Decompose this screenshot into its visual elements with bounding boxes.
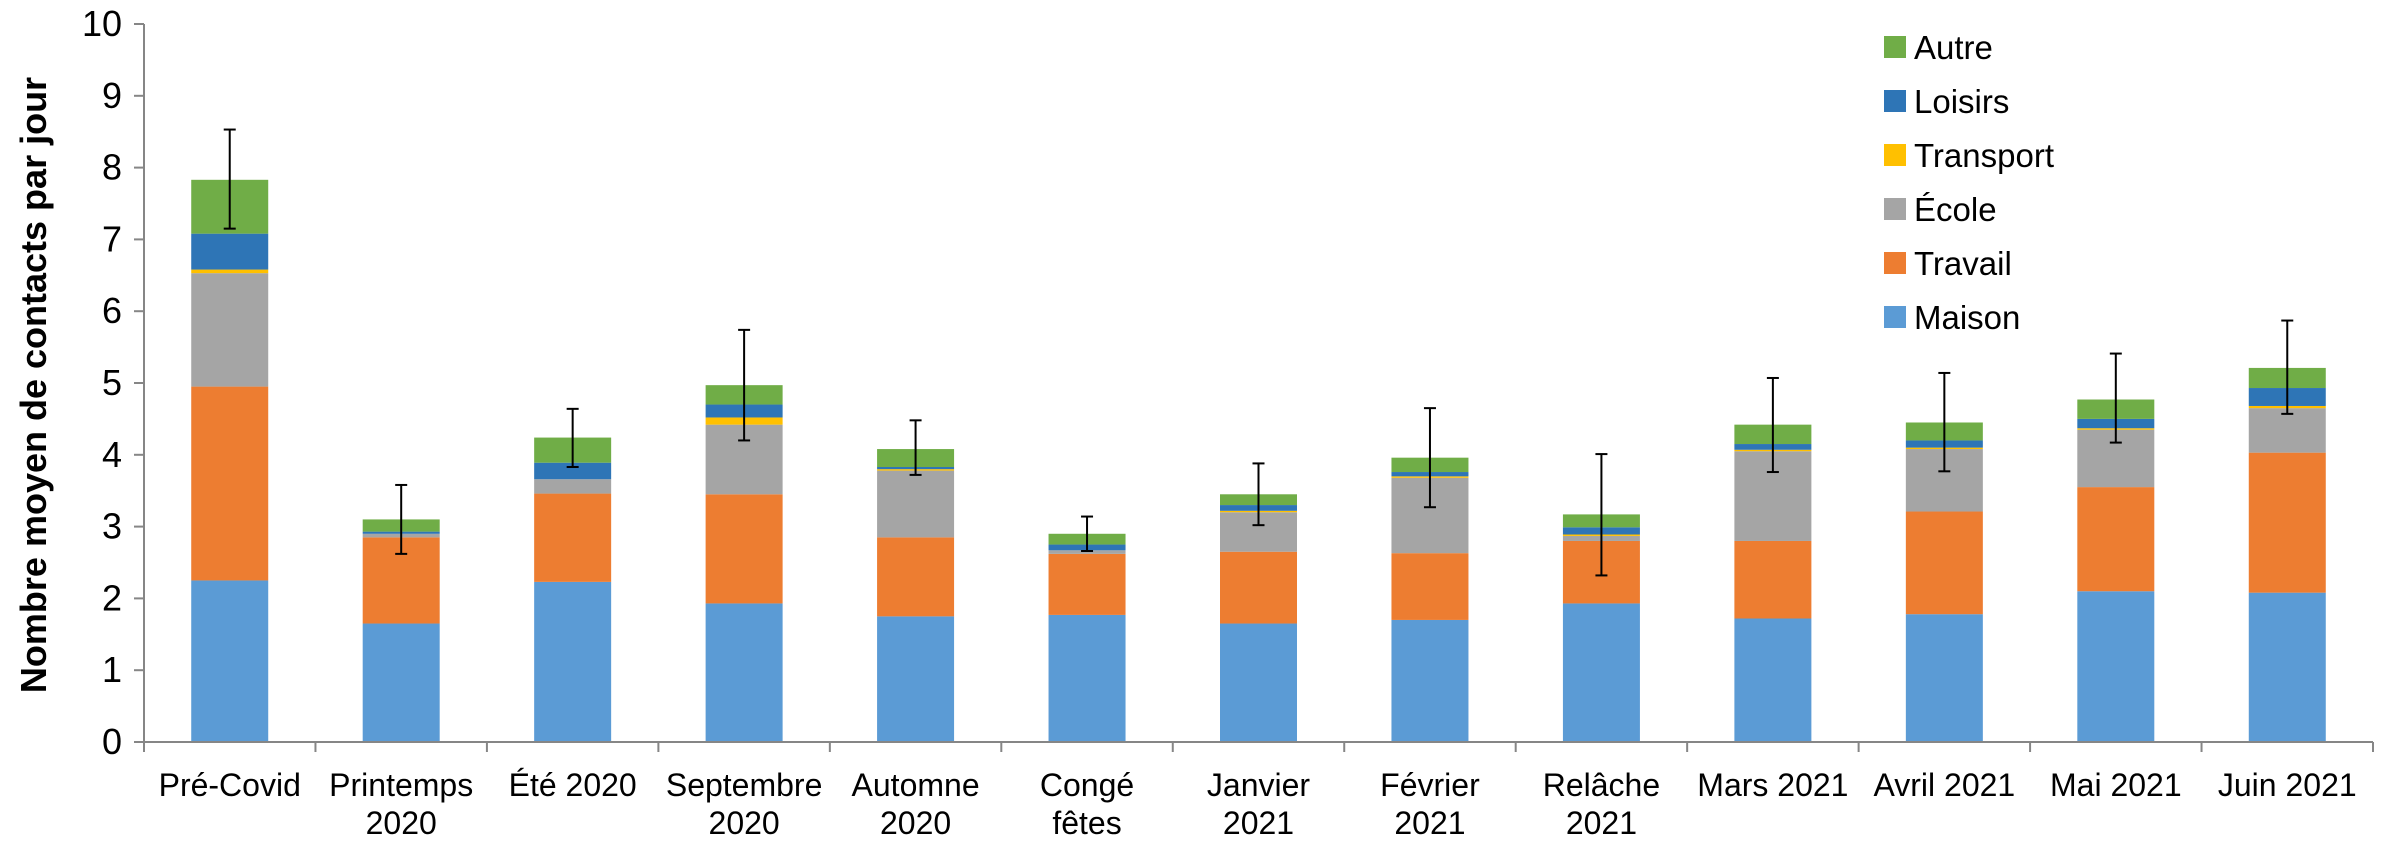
- x-tick-label-12: Juin 2021: [2218, 767, 2357, 803]
- error-bar-1: [395, 483, 408, 555]
- x-tick-label-7: Février 2021: [1380, 767, 1480, 839]
- bar-segment-maison-12: [2248, 592, 2326, 742]
- y-tick-label-7: 7: [102, 218, 122, 259]
- x-tick-label-6: Janvier 2021: [1207, 767, 1311, 839]
- bar-segment-maison-0: [191, 580, 269, 742]
- y-tick-label-0: 0: [102, 721, 122, 762]
- bar-segment-maison-4: [877, 616, 955, 742]
- error-bar-2: [566, 407, 579, 469]
- legend-item-4: Travail: [1884, 245, 2012, 282]
- error-bar-9: [1766, 376, 1779, 474]
- legend-item-0: Autre: [1884, 29, 1993, 66]
- bar-segment-travail-6: [1220, 551, 1297, 624]
- bar-segment-travail-4: [877, 537, 955, 617]
- y-tick-label-2: 2: [102, 577, 122, 618]
- bar-segment-maison-11: [2077, 591, 2155, 742]
- x-tick-label-8: Relâche 2021: [1543, 767, 1660, 839]
- y-tick-label-10: 10: [82, 3, 122, 44]
- bar-segment-travail-10: [1905, 511, 1983, 615]
- y-tick-label-4: 4: [102, 434, 122, 475]
- legend-label: Autre: [1914, 29, 1993, 66]
- bar-segment-ecole-4: [877, 470, 955, 538]
- x-tick-label-1: Printemps 2020: [329, 767, 473, 839]
- legend-swatch: [1884, 198, 1906, 220]
- error-bar-7: [1423, 407, 1436, 509]
- bar-segment-travail-5: [1048, 553, 1126, 615]
- legend-item-1: Loisirs: [1884, 83, 2009, 120]
- y-tick-label-3: 3: [102, 506, 122, 547]
- legend-label: Maison: [1914, 299, 2020, 336]
- y-tick-label-8: 8: [102, 147, 122, 188]
- legend-swatch: [1884, 252, 1906, 274]
- error-bar-12: [2281, 319, 2294, 415]
- bar-segment-ecole-0: [191, 273, 269, 387]
- legend-label: Loisirs: [1914, 83, 2009, 120]
- bar-segment-maison-1: [362, 623, 440, 742]
- x-tick-label-9: Mars 2021: [1697, 767, 1848, 803]
- legend-item-5: Maison: [1884, 299, 2020, 336]
- bar-segment-maison-7: [1391, 619, 1469, 742]
- bar-segment-transport-0: [191, 269, 269, 274]
- bar-segment-ecole-12: [2248, 408, 2326, 453]
- bar-segment-travail-9: [1734, 540, 1812, 619]
- legend-label: École: [1914, 191, 1997, 228]
- bar-segment-ecole-2: [534, 479, 612, 494]
- bar-segment-maison-5: [1048, 614, 1126, 742]
- bar-segment-travail-3: [705, 494, 783, 604]
- legend-item-2: Transport: [1884, 137, 2054, 174]
- error-bar-8: [1595, 453, 1608, 577]
- x-tick-label-2: Été 2020: [509, 767, 637, 803]
- x-tick-label-3: Septembre 2020: [666, 767, 823, 839]
- legend-label: Travail: [1914, 245, 2012, 282]
- error-bars-group: [223, 128, 2294, 577]
- y-tick-label-5: 5: [102, 362, 122, 403]
- x-tick-label-4: Automne 2020: [852, 767, 980, 839]
- x-tick-label-11: Mai 2021: [2050, 767, 2182, 803]
- axes-group: 0 1 2 3 4 5 6 7 8 9 10 Pré-Covid Printemps 2020 Été 20…: [82, 3, 2374, 841]
- bar-segment-maison-2: [534, 581, 612, 742]
- legend-swatch: [1884, 36, 1906, 58]
- error-bar-10: [1938, 371, 1951, 473]
- bar-segment-maison-9: [1734, 618, 1812, 742]
- error-bar-5: [1081, 515, 1094, 553]
- bar-segment-maison-3: [705, 603, 783, 742]
- x-tick-label-10: Avril 2021: [1873, 767, 2015, 803]
- bar-segment-travail-0: [191, 386, 269, 581]
- error-bar-3: [738, 328, 751, 442]
- y-axis-title: Nombre moyen de contacts par jour: [13, 77, 54, 693]
- error-bar-6: [1252, 462, 1265, 527]
- bar-segment-loisirs-2: [534, 462, 612, 480]
- legend-swatch: [1884, 144, 1906, 166]
- bar-segment-travail-7: [1391, 553, 1469, 620]
- y-tick-label-1: 1: [102, 649, 122, 690]
- legend: Autre Loisirs Transport École Travail Maison: [1884, 29, 2054, 336]
- bar-segment-travail-11: [2077, 487, 2155, 592]
- bar-segment-travail-12: [2248, 452, 2326, 593]
- y-tick-label-6: 6: [102, 290, 122, 331]
- bar-segment-maison-8: [1562, 603, 1640, 742]
- error-bar-0: [223, 128, 236, 230]
- error-bar-11: [2109, 352, 2122, 444]
- bar-segment-maison-10: [1905, 614, 1983, 742]
- x-tick-label-5: Congé fêtes: [1040, 767, 1134, 839]
- legend-swatch: [1884, 90, 1906, 112]
- legend-swatch: [1884, 306, 1906, 328]
- bar-segment-maison-6: [1220, 623, 1297, 742]
- bars-group: [191, 179, 2326, 742]
- y-tick-label-9: 9: [102, 75, 122, 116]
- error-bar-4: [909, 419, 922, 476]
- bar-segment-ecole-5: [1048, 550, 1126, 554]
- x-tick-label-0: Pré-Covid: [159, 767, 301, 803]
- bar-segment-loisirs-0: [191, 233, 269, 270]
- legend-label: Transport: [1914, 137, 2054, 174]
- bar-segment-travail-2: [534, 493, 612, 582]
- legend-item-3: École: [1884, 191, 1997, 228]
